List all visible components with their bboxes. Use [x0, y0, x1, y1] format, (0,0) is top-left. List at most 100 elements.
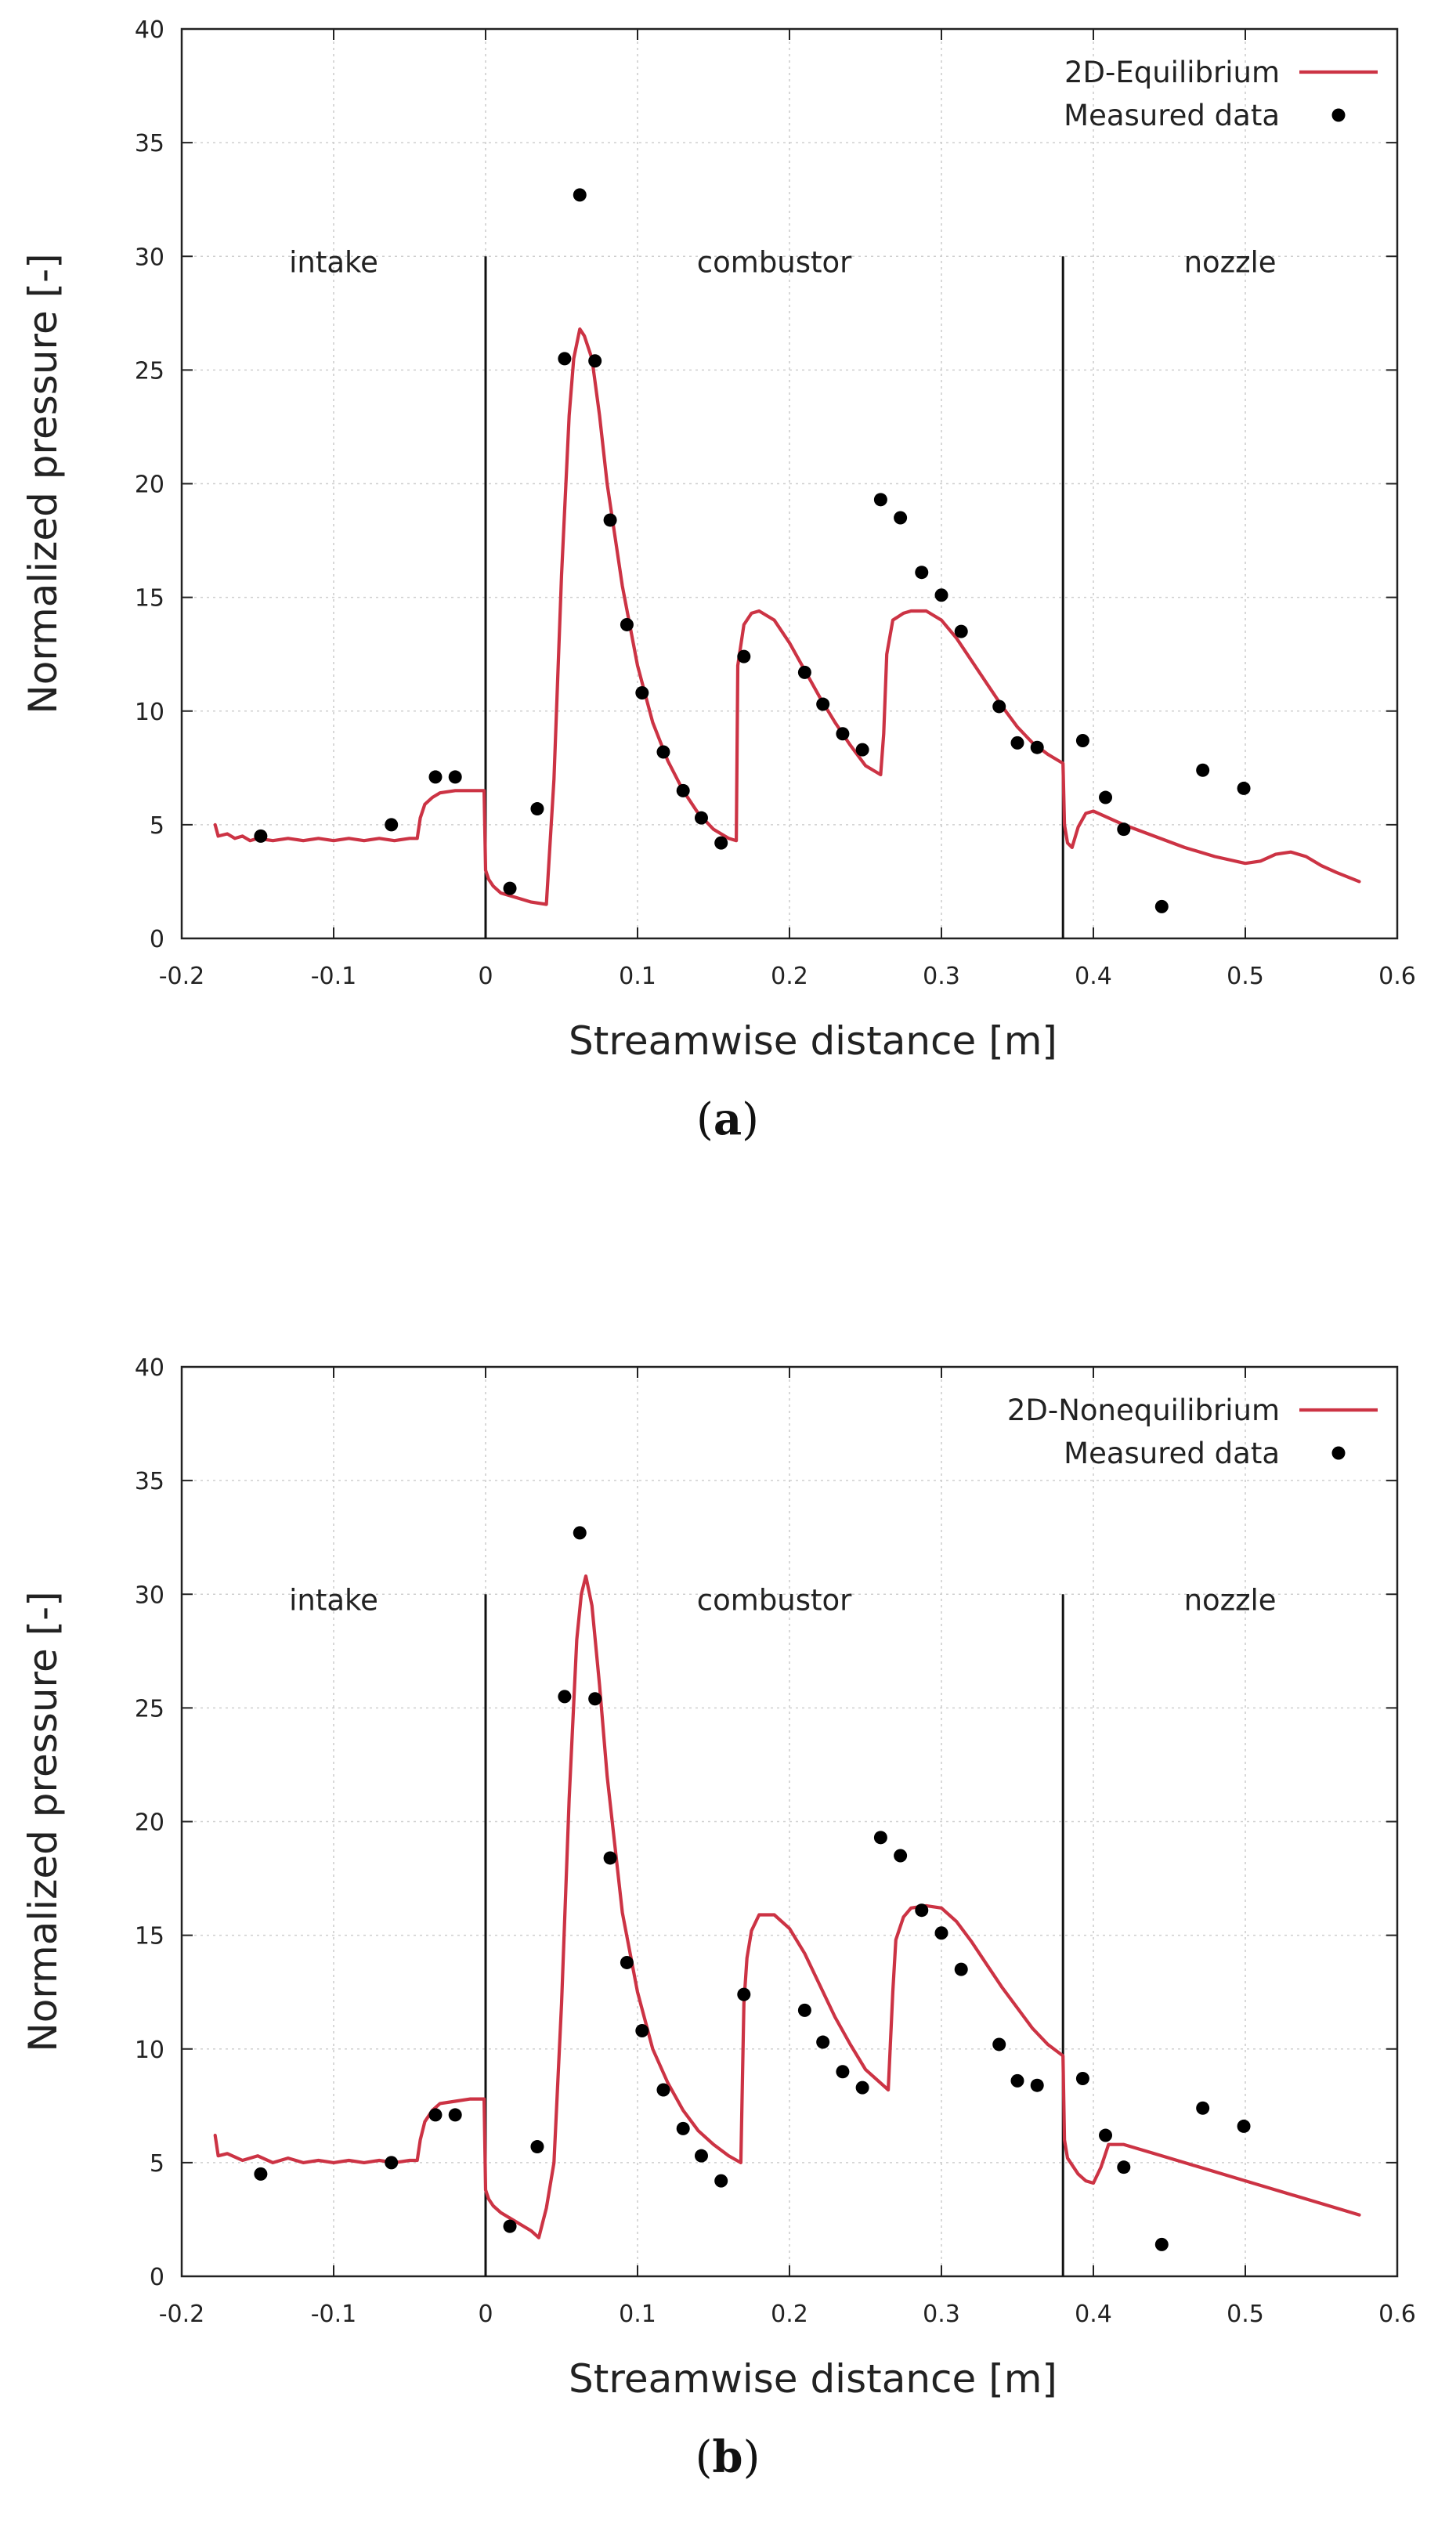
x-tick-label: 0.3 [923, 2301, 960, 2328]
x-axis-label: Streamwise distance [m] [569, 1018, 1057, 1064]
data-point [448, 770, 462, 784]
series-line-0 [213, 327, 1361, 906]
caption-letter: b [712, 2431, 742, 2483]
data-point [816, 2035, 830, 2049]
data-point [1010, 736, 1024, 750]
chart-panel-a: -0.2 -0.1 0 0.1 0.2 0.3 0.4 0.5 0.6 0 5 10 15 20 25 30 3… [20, 16, 1416, 1145]
legend-point-swatch [1331, 108, 1346, 122]
caption-open-paren: ( [695, 2432, 713, 2483]
x-tick-label: 0.3 [923, 963, 960, 990]
region-label-nozzle: nozzle [1184, 246, 1277, 280]
y-tick-label: 15 [135, 585, 164, 613]
y-tick-label: 20 [135, 1809, 164, 1837]
legend-label-0: 2D-Nonequilibrium [1007, 1394, 1280, 1427]
data-point [1099, 2128, 1113, 2142]
data-point [676, 2121, 690, 2135]
data-point [1237, 2119, 1251, 2133]
panel-caption-a: (a) [696, 1094, 759, 1145]
data-point [954, 624, 968, 638]
data-point [836, 727, 850, 741]
data-point [254, 2167, 268, 2181]
x-tick-label: -0.1 [311, 963, 357, 990]
data-point [503, 881, 517, 895]
y-tick-label: 0 [150, 2264, 164, 2291]
data-point [1154, 2237, 1169, 2251]
data-point [915, 1903, 929, 1918]
data-point [530, 2140, 544, 2154]
x-tick-label: 0.2 [771, 2301, 808, 2328]
data-point [894, 1849, 908, 1863]
region-label-nozzle: nozzle [1184, 1584, 1277, 1618]
data-point [954, 1962, 968, 1976]
data-point [588, 354, 602, 368]
data-point [558, 1690, 572, 1704]
data-point [992, 700, 1006, 714]
data-point [530, 802, 544, 816]
legend-point-swatch [1331, 1446, 1346, 1460]
x-tick-label: 0.4 [1075, 963, 1112, 990]
data-point [873, 1831, 887, 1845]
data-point [635, 2024, 649, 2038]
x-tick-label: 0 [478, 2301, 493, 2328]
data-point [915, 566, 929, 580]
data-point [694, 2149, 708, 2163]
region-label-intake: intake [289, 246, 378, 280]
data-point [428, 2108, 443, 2122]
region-label-combustor: combustor [697, 246, 852, 280]
y-tick-label: 40 [135, 16, 164, 44]
data-point [855, 2080, 869, 2095]
y-tick-label: 20 [135, 472, 164, 499]
y-tick-label: 10 [135, 699, 164, 726]
data-point [992, 2037, 1006, 2052]
x-tick-label: 0.5 [1227, 963, 1264, 990]
data-point [1030, 2078, 1044, 2092]
chart-panel-b: -0.2 -0.1 0 0.1 0.2 0.3 0.4 0.5 0.6 0 5 10 15 20 25 30 3… [20, 1354, 1416, 2483]
data-point [714, 2174, 728, 2188]
data-point [503, 2219, 517, 2233]
region-label-combustor: combustor [697, 1584, 852, 1618]
y-tick-label: 25 [135, 357, 164, 385]
caption-letter: a [714, 1094, 742, 1145]
data-point [797, 665, 811, 679]
y-tick-label: 15 [135, 1923, 164, 1950]
series-line-0 [213, 1574, 1361, 2240]
x-tick-label: 0.6 [1378, 963, 1416, 990]
caption-open-paren: ( [696, 1094, 714, 1145]
y-tick-label: 0 [150, 926, 164, 953]
caption-close-paren: ) [743, 2432, 761, 2483]
x-tick-label: 0.2 [771, 963, 808, 990]
x-tick-label: 0.1 [619, 963, 656, 990]
x-tick-label: -0.2 [159, 963, 205, 990]
data-point [635, 686, 649, 700]
legend-label-1: Measured data [1064, 1437, 1280, 1470]
y-axis-label: Normalized pressure [-] [20, 253, 66, 714]
data-point [737, 649, 751, 663]
data-point [714, 836, 728, 850]
data-point [1075, 733, 1089, 747]
data-point [558, 352, 572, 366]
data-point [573, 188, 587, 202]
data-point [620, 617, 634, 631]
data-point [656, 745, 670, 759]
region-label-intake: intake [289, 1584, 378, 1618]
data-point [894, 511, 908, 525]
legend-label-0: 2D-Equilibrium [1064, 56, 1280, 89]
legend-label-1: Measured data [1064, 99, 1280, 132]
data-point [1196, 2101, 1210, 2115]
y-tick-label: 30 [135, 1582, 164, 1609]
data-point [1237, 781, 1251, 795]
y-tick-label: 10 [135, 2037, 164, 2064]
data-point [573, 1526, 587, 1540]
data-point [254, 829, 268, 843]
y-tick-label: 25 [135, 1695, 164, 1723]
x-tick-label: -0.2 [159, 2301, 205, 2328]
x-tick-label: 0.4 [1075, 2301, 1112, 2328]
y-tick-label: 30 [135, 244, 164, 271]
data-point [1154, 899, 1169, 913]
x-axis-label: Streamwise distance [m] [569, 2356, 1057, 2402]
data-point [1075, 2071, 1089, 2085]
x-tick-label: 0.5 [1227, 2301, 1264, 2328]
x-tick-label: 0 [478, 963, 493, 990]
data-point [855, 743, 869, 757]
